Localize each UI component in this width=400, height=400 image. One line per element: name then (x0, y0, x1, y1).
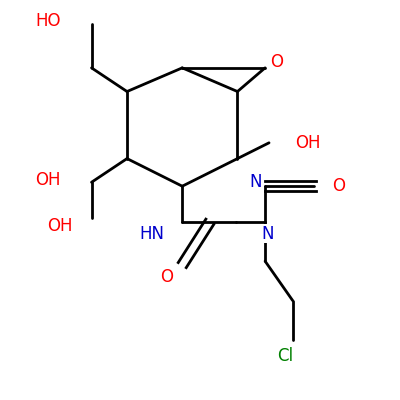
Text: O: O (332, 177, 345, 195)
Text: Cl: Cl (277, 347, 293, 365)
Text: N: N (262, 224, 274, 242)
Text: N: N (249, 173, 262, 191)
Text: O: O (270, 53, 284, 71)
Text: HN: HN (139, 224, 164, 242)
Text: OH: OH (295, 134, 320, 152)
Text: OH: OH (47, 217, 73, 235)
Text: HO: HO (35, 12, 61, 30)
Text: O: O (160, 268, 173, 286)
Text: OH: OH (35, 171, 61, 189)
